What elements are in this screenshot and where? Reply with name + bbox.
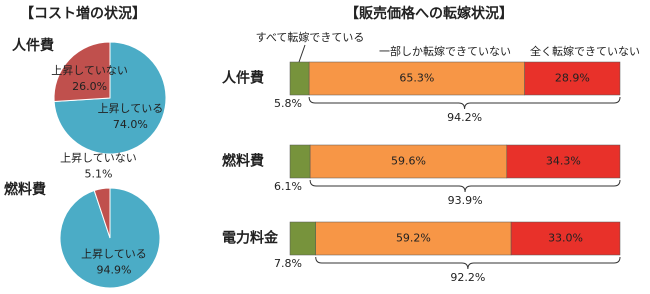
- legend-label: 全く転嫁できていない: [530, 44, 640, 58]
- bar-segment: [308, 61, 525, 96]
- pie-category-label: 上昇していない: [51, 64, 128, 77]
- pie-value-label: 5.1%: [84, 167, 112, 180]
- bar-segment: [510, 221, 621, 256]
- pie-value-label: 74.0%: [113, 118, 148, 131]
- brace: [309, 179, 621, 193]
- value-label: 28.9%: [555, 72, 590, 85]
- bar-segment: [506, 144, 621, 179]
- brace: [315, 256, 621, 270]
- total-label: 93.9%: [448, 194, 483, 207]
- pie-category-label: 上昇している: [81, 248, 147, 261]
- value-label: 59.2%: [396, 232, 431, 245]
- bar-segment: [289, 61, 310, 96]
- pie-slice: [93, 187, 111, 239]
- pie-slice: [53, 41, 111, 103]
- value-label: 6.1%: [274, 180, 302, 193]
- value-label: 7.8%: [274, 257, 302, 270]
- legend-label: すべて転嫁できている: [256, 30, 365, 44]
- bar-segment: [289, 144, 311, 179]
- value-label: 34.3%: [546, 155, 581, 168]
- category-label: 人件費: [222, 70, 264, 87]
- total-label: 92.2%: [450, 271, 485, 284]
- bar-segment: [524, 61, 621, 96]
- pie-value-label: 26.0%: [72, 80, 107, 93]
- chart-title: 【販売価格への転嫁状況】: [345, 5, 513, 22]
- leader-line: [298, 44, 306, 63]
- pie-label: 人件費: [12, 37, 54, 54]
- total-label: 94.2%: [447, 111, 482, 124]
- value-label: 59.6%: [391, 155, 426, 168]
- brace: [308, 96, 621, 110]
- legend-label: 一部しか転嫁できていない: [379, 44, 511, 58]
- category-label: 燃料費: [222, 153, 264, 170]
- pie-value-label: 94.9%: [97, 264, 132, 277]
- pie-label: 燃料費: [4, 181, 46, 198]
- value-label: 5.8%: [274, 97, 302, 110]
- bar-segment: [289, 221, 316, 256]
- value-label: 33.0%: [548, 232, 583, 245]
- chart-title: 【コスト増の状況】: [20, 5, 146, 22]
- category-label: 電力料金: [222, 230, 279, 247]
- pie-category-label: 上昇していない: [60, 151, 137, 164]
- value-label: 65.3%: [399, 72, 434, 85]
- pie-category-label: 上昇している: [98, 102, 164, 115]
